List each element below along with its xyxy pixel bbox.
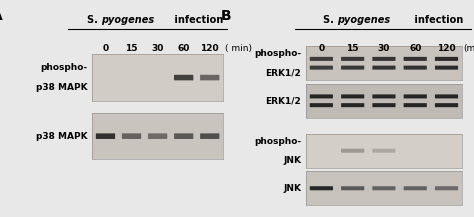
FancyBboxPatch shape <box>373 57 395 61</box>
Text: ERK1/2: ERK1/2 <box>265 68 301 77</box>
Text: JNK: JNK <box>283 156 301 165</box>
FancyBboxPatch shape <box>404 57 427 61</box>
FancyBboxPatch shape <box>341 103 364 107</box>
Text: S.: S. <box>87 15 101 25</box>
Text: ERK1/2: ERK1/2 <box>265 96 301 105</box>
FancyBboxPatch shape <box>341 66 364 70</box>
FancyBboxPatch shape <box>174 75 193 80</box>
FancyBboxPatch shape <box>435 94 458 99</box>
Text: 30: 30 <box>378 44 390 53</box>
FancyBboxPatch shape <box>310 66 333 70</box>
FancyBboxPatch shape <box>122 133 141 139</box>
Text: 15: 15 <box>346 44 359 53</box>
FancyBboxPatch shape <box>200 75 219 80</box>
Text: infection: infection <box>411 15 464 25</box>
Text: S.: S. <box>323 15 337 25</box>
FancyBboxPatch shape <box>148 133 167 139</box>
Text: phospho-: phospho- <box>254 49 301 58</box>
Text: p38 MAPK: p38 MAPK <box>36 132 88 141</box>
Text: B: B <box>221 10 231 23</box>
FancyBboxPatch shape <box>404 94 427 99</box>
Text: p38 MAPK: p38 MAPK <box>36 83 88 92</box>
FancyBboxPatch shape <box>404 66 427 70</box>
FancyBboxPatch shape <box>373 103 395 107</box>
Text: ( min): ( min) <box>225 44 252 53</box>
Text: (min): (min) <box>464 44 474 53</box>
Text: JNK: JNK <box>283 184 301 193</box>
Text: infection: infection <box>171 15 223 25</box>
Text: 0: 0 <box>102 44 109 53</box>
FancyBboxPatch shape <box>373 186 395 190</box>
FancyBboxPatch shape <box>310 94 333 99</box>
Text: pyogenes: pyogenes <box>337 15 390 25</box>
FancyBboxPatch shape <box>435 57 458 61</box>
FancyBboxPatch shape <box>435 103 458 107</box>
FancyBboxPatch shape <box>404 186 427 190</box>
FancyBboxPatch shape <box>435 66 458 70</box>
FancyBboxPatch shape <box>373 94 395 99</box>
Text: phospho-: phospho- <box>254 137 301 146</box>
Text: 120: 120 <box>437 44 456 53</box>
FancyBboxPatch shape <box>404 103 427 107</box>
Text: 120: 120 <box>201 44 219 53</box>
FancyBboxPatch shape <box>96 133 115 139</box>
Text: 0: 0 <box>319 44 324 53</box>
FancyBboxPatch shape <box>310 57 333 61</box>
Text: A: A <box>0 10 3 23</box>
FancyBboxPatch shape <box>341 186 364 190</box>
FancyBboxPatch shape <box>174 133 193 139</box>
FancyBboxPatch shape <box>200 133 219 139</box>
Text: phospho-: phospho- <box>41 63 88 72</box>
FancyBboxPatch shape <box>310 186 333 190</box>
Text: 15: 15 <box>125 44 138 53</box>
Text: 30: 30 <box>151 44 164 53</box>
FancyBboxPatch shape <box>341 57 364 61</box>
FancyBboxPatch shape <box>435 186 458 190</box>
FancyBboxPatch shape <box>310 103 333 107</box>
Text: 60: 60 <box>409 44 421 53</box>
FancyBboxPatch shape <box>341 94 364 99</box>
Text: pyogenes: pyogenes <box>101 15 154 25</box>
FancyBboxPatch shape <box>373 66 395 70</box>
Text: 60: 60 <box>177 44 190 53</box>
FancyBboxPatch shape <box>341 149 364 153</box>
FancyBboxPatch shape <box>373 149 395 153</box>
